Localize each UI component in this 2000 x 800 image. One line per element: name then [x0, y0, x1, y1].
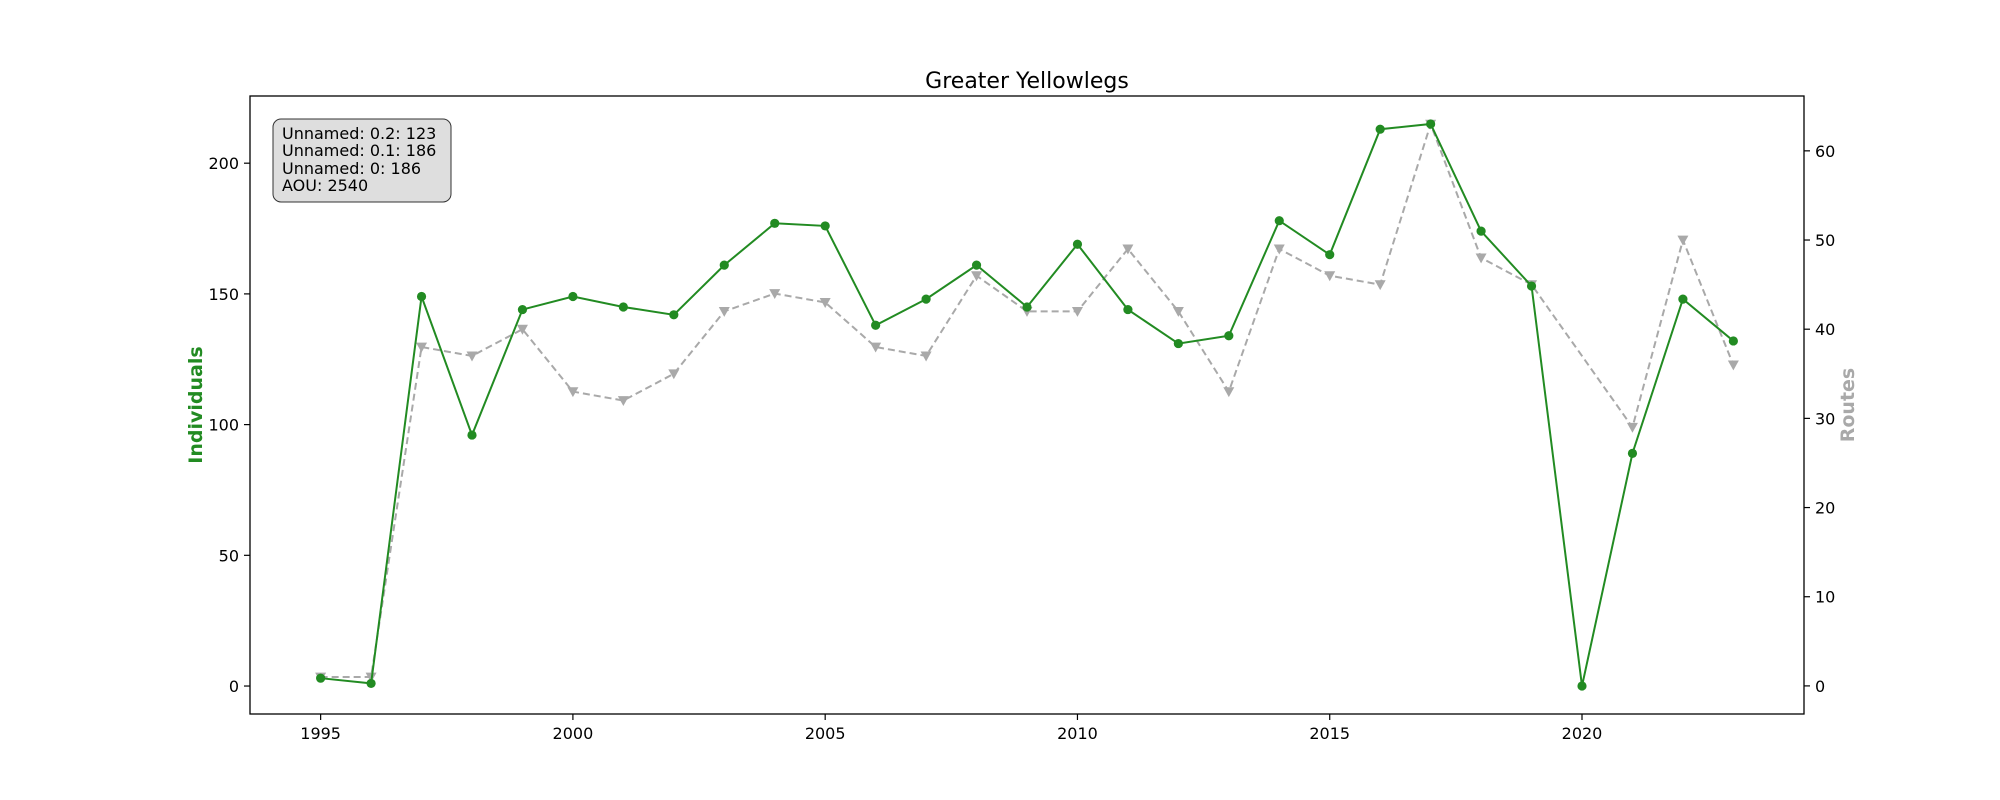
x-tick-label: 2015 [1309, 724, 1350, 743]
data-point-routes [416, 342, 428, 353]
data-point-individuals [517, 304, 528, 315]
data-point-routes [718, 306, 730, 317]
data-point-individuals [971, 260, 982, 270]
info-line: AOU: 2540 [282, 176, 368, 195]
data-point-individuals [871, 320, 881, 330]
data-point-routes [1374, 280, 1386, 291]
data-point-routes [920, 351, 932, 362]
y-left-tick-label: 200 [208, 154, 239, 173]
series-layer [315, 119, 1739, 691]
plot-frame [249, 95, 1805, 715]
info-box-background [272, 118, 452, 203]
data-point-routes [971, 271, 983, 282]
y-axis-label-individuals: Individuals [185, 346, 207, 463]
data-point-routes [1475, 253, 1487, 264]
data-point-individuals [1173, 338, 1183, 349]
data-point-individuals [770, 218, 780, 228]
data-point-individuals [467, 430, 477, 440]
data-point-routes [516, 324, 528, 335]
data-point-individuals [1375, 124, 1385, 134]
data-point-routes [870, 342, 882, 353]
x-tick-label: 2000 [553, 724, 594, 743]
x-axis: 1995 2000 2005 2010 2015 2020 [300, 714, 1602, 743]
data-point-routes [617, 396, 629, 407]
x-tick-label: 1995 [300, 724, 341, 743]
data-point-individuals [366, 678, 376, 689]
info-line: Unnamed: 0.2: 123 [282, 124, 436, 143]
info-line: Unnamed: 0: 186 [282, 159, 421, 178]
data-point-routes [1172, 306, 1184, 317]
data-point-individuals [1123, 304, 1133, 315]
x-tick-label: 2005 [805, 724, 846, 743]
y-right-tick-label: 30 [1815, 409, 1835, 428]
data-point-individuals [1426, 119, 1436, 129]
y-right-tick-label: 40 [1815, 320, 1835, 339]
y-axis-right: 0 10 20 30 40 50 60 [1804, 142, 1835, 696]
data-point-individuals [820, 221, 830, 231]
y-right-tick-label: 60 [1815, 142, 1835, 161]
data-point-routes [1273, 244, 1285, 255]
data-point-individuals [316, 673, 326, 683]
y-right-tick-label: 20 [1815, 499, 1835, 518]
data-point-individuals [1325, 250, 1335, 260]
info-box: Unnamed: 0.2: 123 Unnamed: 0.1: 186 Unna… [272, 118, 452, 203]
data-point-routes [1324, 271, 1336, 282]
y-left-tick-label: 150 [208, 285, 239, 304]
data-point-individuals [1627, 448, 1638, 458]
data-point-routes [1677, 235, 1689, 246]
data-point-individuals [618, 302, 628, 312]
y-right-tick-label: 50 [1815, 231, 1835, 250]
data-point-individuals [719, 260, 729, 270]
y-axis-left: 0 50 100 150 200 [208, 154, 250, 696]
data-point-individuals [1072, 239, 1083, 249]
data-point-individuals [921, 294, 931, 304]
data-point-routes [1223, 387, 1235, 398]
data-point-routes [466, 351, 478, 362]
data-point-individuals [1728, 336, 1738, 346]
data-point-individuals [1274, 216, 1284, 226]
data-point-individuals [1476, 226, 1486, 236]
data-point-routes [1727, 360, 1739, 371]
data-point-routes [668, 369, 680, 380]
series-line-routes [320, 121, 1735, 678]
data-point-routes [1071, 306, 1083, 317]
data-point-routes [1626, 422, 1638, 433]
y-left-tick-label: 0 [229, 677, 239, 696]
data-point-individuals [1678, 294, 1688, 304]
data-point-individuals [1022, 302, 1032, 312]
data-point-individuals [568, 291, 578, 302]
chart-title: Greater Yellowlegs [925, 69, 1129, 94]
y-right-tick-label: 10 [1815, 588, 1835, 607]
x-tick-label: 2020 [1562, 724, 1603, 743]
data-point-routes [819, 298, 831, 308]
data-point-individuals [1526, 281, 1537, 291]
y-right-tick-label: 0 [1815, 677, 1825, 696]
data-point-routes [1122, 244, 1134, 255]
data-point-routes [567, 387, 579, 398]
data-point-individuals [1577, 681, 1587, 691]
data-point-individuals [669, 310, 679, 320]
x-tick-label: 2010 [1057, 724, 1098, 743]
data-point-individuals [416, 291, 427, 302]
data-point-routes [769, 289, 781, 300]
y-axis-label-routes: Routes [1837, 368, 1859, 443]
y-left-tick-label: 50 [219, 546, 239, 565]
y-left-tick-label: 100 [208, 416, 239, 435]
info-line: Unnamed: 0.1: 186 [282, 141, 436, 160]
data-point-individuals [1224, 331, 1234, 341]
